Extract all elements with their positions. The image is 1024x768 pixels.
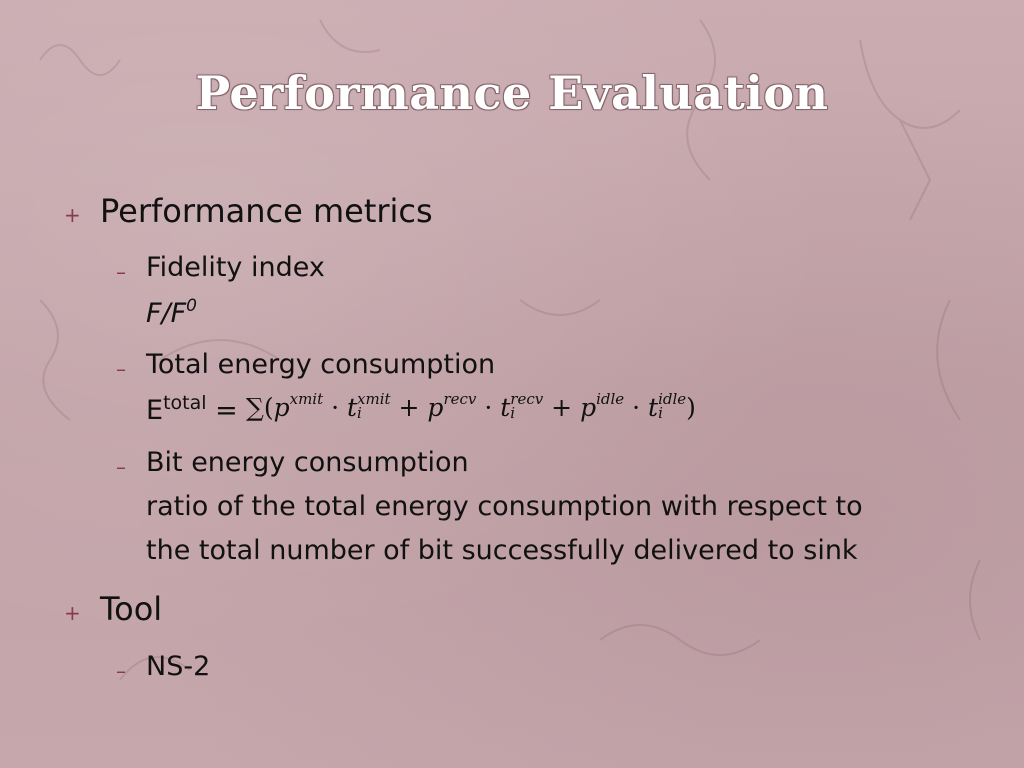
- formula-dot: ·: [331, 393, 340, 422]
- fidelity-formula-sup: 0: [186, 296, 197, 316]
- formula-p: p: [427, 393, 444, 422]
- bullet-plus-icon: +: [64, 203, 81, 227]
- energy-formula-equals: =: [215, 395, 238, 426]
- item-ns-2: NS-2: [146, 651, 211, 682]
- section-heading-tool: Tool: [100, 590, 163, 628]
- dash-icon: –: [116, 357, 126, 381]
- energy-formula-e: E: [146, 395, 164, 426]
- formula-sup-recv: recv: [443, 390, 477, 408]
- formula-sup-recv: recv: [510, 390, 544, 408]
- formula-t: t: [648, 393, 659, 422]
- dash-icon: –: [116, 455, 126, 479]
- formula-sup-idle: idle: [658, 390, 687, 408]
- bit-energy-description-line2: the total number of bit successfully del…: [146, 535, 858, 566]
- formula-sub-i: i: [510, 404, 516, 422]
- formula-sup-xmit: xmit: [289, 390, 324, 408]
- bit-energy-description-line1: ratio of the total energy consumption wi…: [146, 491, 863, 522]
- formula-p: p: [273, 393, 290, 422]
- energy-formula-rhs: ∑(pxmit · txmit i + precv · trecv i + pidl…: [246, 390, 696, 422]
- bullet-plus-icon: +: [64, 601, 81, 625]
- formula-t: t: [500, 393, 511, 422]
- formula-sub-i: i: [658, 404, 663, 422]
- formula-dot: ·: [632, 393, 641, 422]
- item-bit-energy-consumption: Bit energy consumption: [146, 447, 469, 478]
- formula-close-paren: ): [686, 393, 696, 422]
- formula-dot: ·: [484, 393, 493, 422]
- sum-icon: ∑(: [246, 393, 274, 422]
- dash-icon: –: [116, 260, 126, 284]
- item-fidelity-index: Fidelity index: [146, 252, 325, 283]
- fidelity-formula: F/F0: [146, 296, 197, 329]
- formula-t: t: [347, 393, 358, 422]
- formula-plus: +: [551, 393, 573, 422]
- dash-icon: –: [116, 659, 126, 683]
- fidelity-formula-main: F/F: [146, 298, 187, 329]
- formula-sup-xmit: xmit: [357, 390, 391, 408]
- formula-sub-i: i: [357, 404, 362, 422]
- formula-p: p: [580, 393, 597, 422]
- section-heading-performance-metrics: Performance metrics: [100, 192, 433, 230]
- energy-formula-lhs: Etotal =: [146, 392, 238, 426]
- formula-sup-idle: idle: [596, 390, 625, 408]
- formula-plus: +: [398, 393, 420, 422]
- energy-formula-total-sup: total: [163, 392, 207, 414]
- item-total-energy-consumption: Total energy consumption: [146, 349, 496, 380]
- slide-title: Performance Evaluation: [195, 66, 829, 120]
